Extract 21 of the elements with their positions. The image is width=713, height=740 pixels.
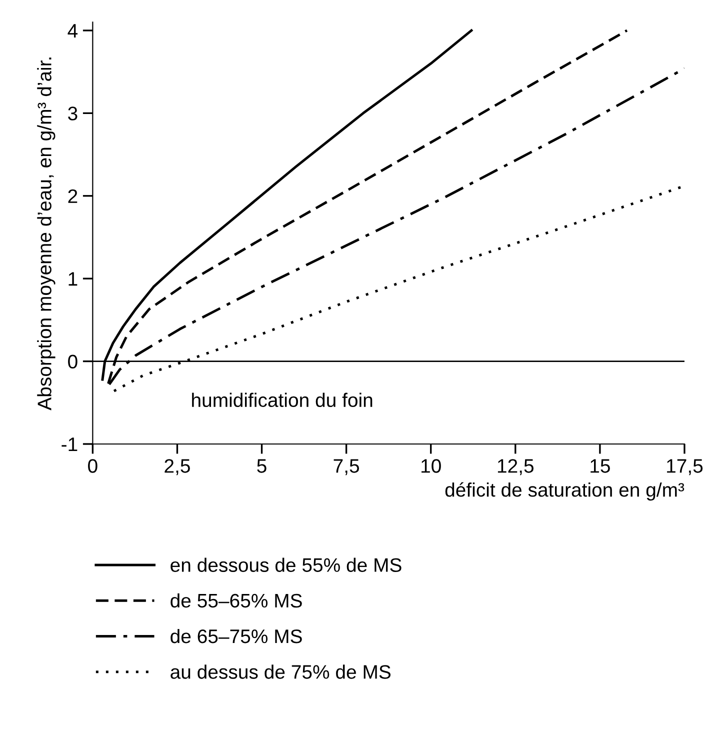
legend-label: au dessus de 75% de MS — [170, 664, 391, 679]
x-tick-label: 7,5 — [334, 459, 360, 476]
x-tick-label: 2,5 — [164, 459, 190, 476]
y-tick-label: 1 — [68, 272, 78, 286]
x-tick-label: 10 — [422, 459, 441, 473]
legend-label: de 55–65% MS — [170, 593, 302, 608]
y-tick-label: -1 — [62, 438, 78, 452]
y-tick-label: 4 — [68, 24, 78, 38]
y-axis-title: Absorption moyenne d’eau, en g/m³ d’air. — [37, 58, 56, 410]
x-tick-label: 17,5 — [667, 459, 703, 476]
y-tick-label: 2 — [68, 189, 78, 203]
x-tick-label: 5 — [257, 459, 266, 473]
x-axis-title: déficit de saturation en g/m³ — [445, 482, 684, 501]
x-tick-label: 0 — [88, 459, 98, 473]
legend-label: en dessous de 55% de MS — [170, 558, 402, 572]
y-tick-label: 0 — [68, 354, 78, 369]
legend-label: de 65–75% MS — [170, 628, 302, 644]
annotation: humidification du foin — [192, 392, 372, 408]
x-tick-label: 12,5 — [498, 459, 534, 476]
y-tick-label: 3 — [68, 106, 78, 120]
x-tick-label: 15 — [590, 459, 610, 473]
